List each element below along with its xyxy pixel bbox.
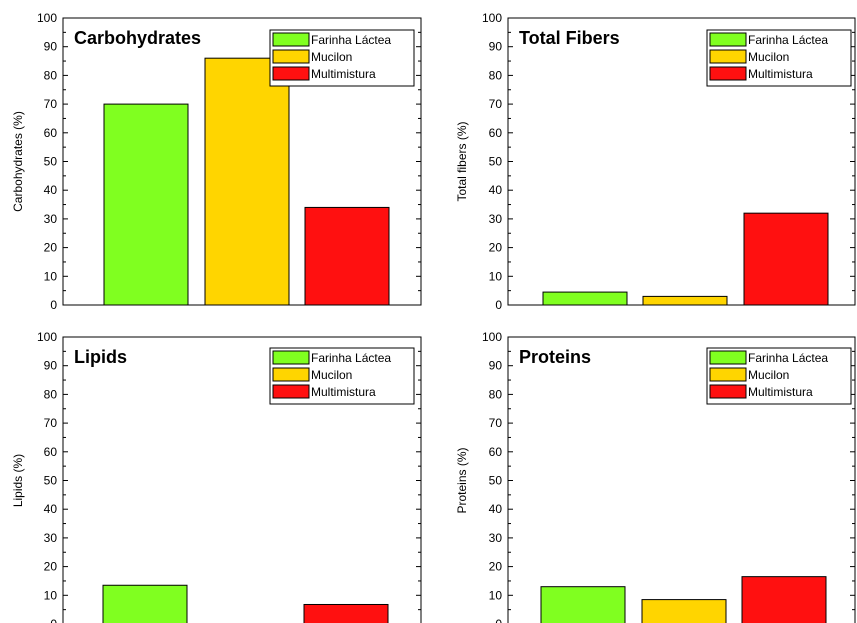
total-fibers-panel: 0 10 20 30 40 50 60 70 80 90 100 Total fibers (%) To…	[455, 11, 856, 312]
carbohydrates-ytick-label: 80	[44, 68, 58, 82]
total-fibers-ytick-label: 80	[489, 68, 503, 82]
carbohydrates-legend: Farinha Láctea Mucilon Multimistura	[269, 29, 415, 87]
legend-swatch-farinha-l-ctea	[272, 32, 310, 47]
legend-label-mucilon: Mucilon	[311, 50, 352, 64]
proteins-bar-mucilon	[641, 599, 727, 623]
lipids-title: Lipids	[74, 347, 127, 367]
carbohydrates-ytick-label: 10	[44, 269, 58, 283]
legend-label-mucilon: Mucilon	[311, 368, 352, 382]
lipids-ytick-label: 80	[44, 387, 58, 401]
proteins-ytick-label: 90	[489, 359, 503, 373]
legend-label-farinha-l-ctea: Farinha Láctea	[748, 33, 828, 47]
carbohydrates-ytick-label: 20	[44, 241, 58, 255]
lipids-bar-farinha-l-ctea	[102, 584, 188, 623]
total-fibers-legend: Farinha Láctea Mucilon Multimistura	[706, 29, 852, 87]
proteins-bar-farinha-l-ctea	[540, 586, 626, 623]
legend-swatch-multimistura	[272, 384, 310, 399]
carbohydrates-ytick-label: 0	[50, 298, 57, 312]
proteins-ytick-label: 30	[489, 531, 503, 545]
total-fibers-ytick-label: 0	[495, 298, 502, 312]
legend-label-multimistura: Multimistura	[748, 67, 813, 81]
carbohydrates-bar-multimistura	[304, 206, 390, 306]
legend-label-farinha-l-ctea: Farinha Láctea	[748, 351, 828, 365]
proteins-y-axis-title: Proteins (%)	[455, 447, 469, 513]
lipids-ytick-label: 70	[44, 416, 58, 430]
proteins-ytick-label: 80	[489, 387, 503, 401]
carbohydrates-ytick-label: 30	[44, 212, 58, 226]
legend-swatch-multimistura	[709, 66, 747, 81]
total-fibers-ytick-label: 70	[489, 97, 503, 111]
lipids-ytick-label: 50	[44, 474, 58, 488]
total-fibers-title: Total Fibers	[519, 28, 620, 48]
lipids-ytick-label: 40	[44, 502, 58, 516]
carbohydrates-ytick-label: 90	[44, 40, 58, 54]
proteins-ytick-label: 10	[489, 588, 503, 602]
carbohydrates-ytick-label: 50	[44, 155, 58, 169]
legend-swatch-farinha-l-ctea	[709, 32, 747, 47]
legend-label-multimistura: Multimistura	[311, 385, 376, 399]
total-fibers-ytick-label: 20	[489, 241, 503, 255]
lipids-bar-multimistura	[303, 603, 389, 623]
carbohydrates-ytick-label: 60	[44, 126, 58, 140]
total-fibers-ytick-label: 100	[482, 11, 502, 25]
total-fibers-ytick-label: 60	[489, 126, 503, 140]
proteins-bar-multimistura	[741, 576, 827, 623]
total-fibers-ytick-label: 10	[489, 269, 503, 283]
legend-label-farinha-l-ctea: Farinha Láctea	[311, 33, 391, 47]
legend-swatch-multimistura	[709, 384, 747, 399]
legend-swatch-farinha-l-ctea	[709, 350, 747, 365]
proteins-ytick-label: 100	[482, 330, 502, 344]
carbohydrates-title: Carbohydrates	[74, 28, 201, 48]
proteins-title: Proteins	[519, 347, 591, 367]
carbohydrates-ytick-label: 100	[37, 11, 57, 25]
lipids-ytick-label: 60	[44, 445, 58, 459]
legend-swatch-farinha-l-ctea	[272, 350, 310, 365]
total-fibers-bar-farinha-l-ctea	[542, 291, 628, 306]
total-fibers-ytick-label: 90	[489, 40, 503, 54]
proteins-ytick-label: 20	[489, 560, 503, 574]
legend-label-multimistura: Multimistura	[311, 67, 376, 81]
proteins-legend: Farinha Láctea Mucilon Multimistura	[706, 347, 852, 405]
legend-swatch-multimistura	[272, 66, 310, 81]
total-fibers-y-axis-title: Total fibers (%)	[455, 121, 469, 201]
total-fibers-ytick-label: 30	[489, 212, 503, 226]
carbohydrates-bar-farinha-l-ctea	[103, 103, 189, 306]
proteins-ytick-label: 40	[489, 502, 503, 516]
carbohydrates-ytick-label: 70	[44, 97, 58, 111]
total-fibers-ytick-label: 50	[489, 155, 503, 169]
lipids-y-axis-title: Lipids (%)	[11, 454, 25, 507]
legend-swatch-mucilon	[272, 367, 310, 382]
legend-swatch-mucilon	[709, 367, 747, 382]
legend-label-mucilon: Mucilon	[748, 50, 789, 64]
lipids-panel: 0 10 20 30 40 50 60 70 80 90 100 Lipids (%) Lipids Fa…	[11, 330, 422, 623]
legend-swatch-mucilon	[709, 49, 747, 64]
lipids-ytick-label: 0	[50, 617, 57, 623]
carbohydrates-ytick-label: 40	[44, 183, 58, 197]
legend-label-multimistura: Multimistura	[748, 385, 813, 399]
lipids-ytick-label: 100	[37, 330, 57, 344]
lipids-ytick-label: 90	[44, 359, 58, 373]
carbohydrates-bar-mucilon	[204, 57, 290, 306]
proteins-ytick-label: 50	[489, 474, 503, 488]
proteins-panel: 0 10 20 30 40 50 60 70 80 90 100 Proteins (%) Protei…	[455, 330, 856, 623]
legend-label-farinha-l-ctea: Farinha Láctea	[311, 351, 391, 365]
proteins-ytick-label: 0	[495, 617, 502, 623]
total-fibers-ytick-label: 40	[489, 183, 503, 197]
legend-swatch-mucilon	[272, 49, 310, 64]
carbohydrates-y-axis-title: Carbohydrates (%)	[11, 111, 25, 212]
proteins-ytick-label: 60	[489, 445, 503, 459]
lipids-ytick-label: 20	[44, 560, 58, 574]
proteins-ytick-label: 70	[489, 416, 503, 430]
lipids-ytick-label: 30	[44, 531, 58, 545]
total-fibers-bar-multimistura	[743, 212, 829, 306]
carbohydrates-panel: 0 10 20 30 40 50 60 70 80 90 100 Carbohydrates (%) C…	[11, 11, 422, 312]
legend-label-mucilon: Mucilon	[748, 368, 789, 382]
lipids-legend: Farinha Láctea Mucilon Multimistura	[269, 347, 415, 405]
lipids-ytick-label: 10	[44, 588, 58, 602]
total-fibers-bar-mucilon	[642, 295, 728, 306]
